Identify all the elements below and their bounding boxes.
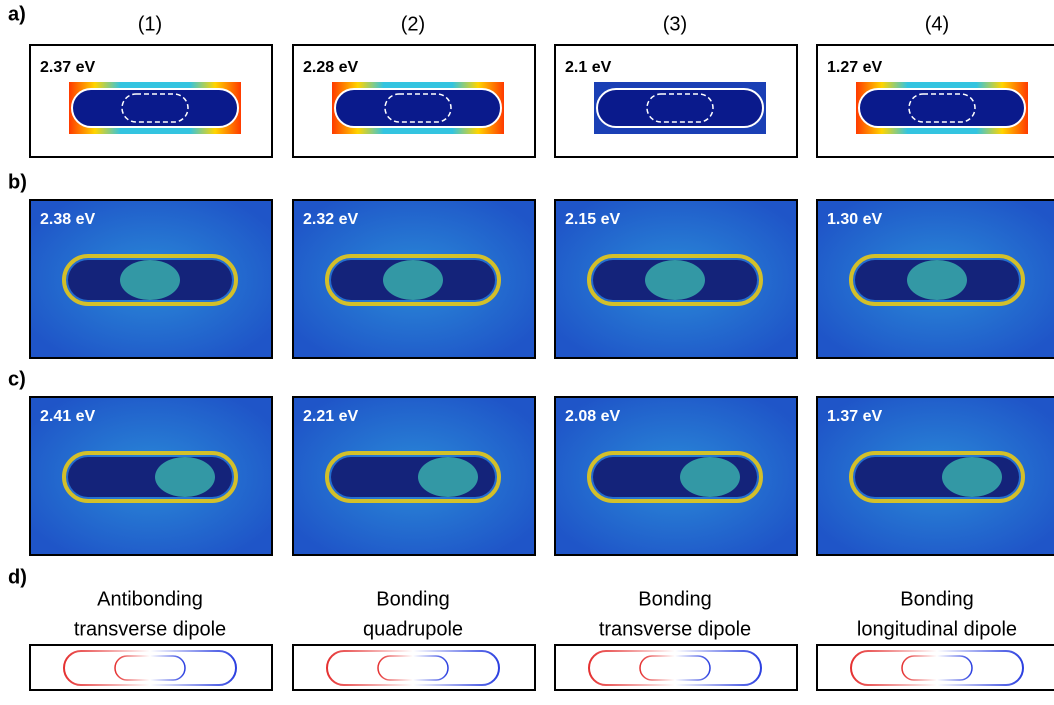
- row-label: c): [8, 368, 26, 390]
- hotspot: [120, 260, 180, 300]
- hotspot: [155, 457, 215, 497]
- energy-label: 2.08 eV: [565, 408, 620, 425]
- row-label: a): [8, 3, 26, 25]
- energy-label: 2.32 eV: [303, 211, 358, 228]
- mode-caption: transverse dipole: [599, 618, 751, 640]
- hotspot: [680, 457, 740, 497]
- energy-label: 2.28 eV: [303, 59, 358, 76]
- mode-caption: transverse dipole: [74, 618, 226, 640]
- energy-label: 1.27 eV: [827, 59, 882, 76]
- energy-label: 2.41 eV: [40, 408, 95, 425]
- hotspot: [418, 457, 478, 497]
- energy-label: 1.37 eV: [827, 408, 882, 425]
- figure: a) b) c) d) (1) (2) (3) (4) 2.37 eV 2.28 eV 2.1 eV…: [0, 0, 1054, 705]
- hotspot: [907, 260, 967, 300]
- energy-label: 2.1 eV: [565, 59, 612, 76]
- energy-label: 1.30 eV: [827, 211, 882, 228]
- mode-caption: Bonding: [376, 588, 449, 610]
- column-label: (2): [401, 13, 425, 35]
- mode-caption: quadrupole: [363, 618, 463, 640]
- mode-caption: Bonding: [638, 588, 711, 610]
- column-label: (3): [663, 13, 687, 35]
- hotspot: [383, 260, 443, 300]
- mode-caption: Bonding: [900, 588, 973, 610]
- mode-caption: Antibonding: [97, 588, 203, 610]
- column-label: (1): [138, 13, 162, 35]
- column-label: (4): [925, 13, 949, 35]
- energy-label: 2.37 eV: [40, 59, 95, 76]
- hotspot: [645, 260, 705, 300]
- row-label: b): [8, 171, 27, 193]
- row-label: d): [8, 566, 27, 588]
- mode-caption: longitudinal dipole: [857, 618, 1017, 640]
- hotspot: [942, 457, 1002, 497]
- energy-label: 2.38 eV: [40, 211, 95, 228]
- energy-label: 2.21 eV: [303, 408, 358, 425]
- energy-label: 2.15 eV: [565, 211, 620, 228]
